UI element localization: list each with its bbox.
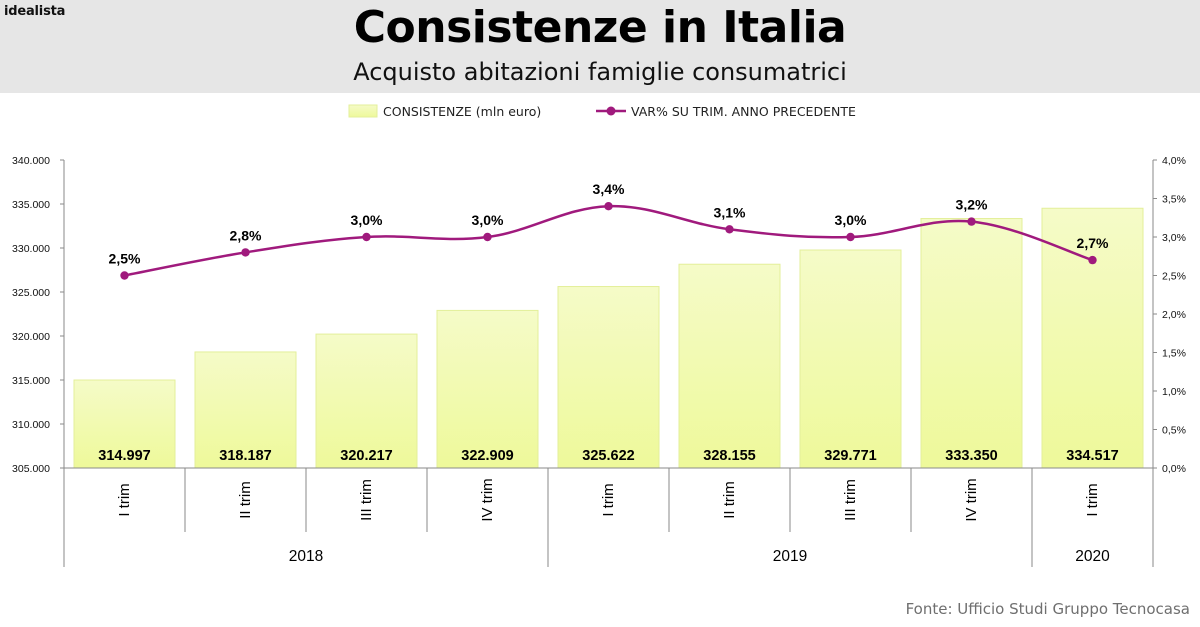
brand-logo: idealista xyxy=(4,4,66,19)
legend-bar-label: CONSISTENZE (mln euro) xyxy=(383,104,541,119)
y-tick-label: 330.000 xyxy=(12,243,50,255)
bar-data-label: 325.622 xyxy=(582,448,634,464)
bar-data-label: 314.997 xyxy=(98,448,150,464)
year-label: 2019 xyxy=(773,548,807,565)
y2-tick-label: 2,0% xyxy=(1162,309,1186,321)
y2-tick-label: 2,5% xyxy=(1162,271,1186,283)
bar xyxy=(436,309,539,469)
bar xyxy=(557,286,660,469)
bar-data-label: 328.155 xyxy=(703,448,755,464)
line-data-label: 3,4% xyxy=(593,181,625,197)
line-point xyxy=(120,271,129,280)
y2-tick-label: 4,0% xyxy=(1162,155,1186,167)
line-point xyxy=(604,202,613,211)
line-point xyxy=(483,232,492,242)
x-tick-label: III trim xyxy=(842,479,859,521)
bar-data-label: 334.517 xyxy=(1066,448,1118,464)
bar-data-label: 320.217 xyxy=(340,448,392,464)
line-data-label: 2,8% xyxy=(230,227,262,243)
line-data-label: 3,0% xyxy=(351,212,383,228)
x-tick-label: I trim xyxy=(600,483,617,516)
line-point xyxy=(846,232,855,242)
line-data-label: 3,2% xyxy=(956,197,988,213)
bar-data-label: 333.350 xyxy=(945,448,997,464)
bar-data-label: 322.909 xyxy=(461,448,513,464)
bar-data-label: 318.187 xyxy=(219,448,271,464)
chart: CONSISTENZE (mln euro) VAR% SU TRIM. ANNO… xyxy=(12,104,1186,567)
x-tick-label: I trim xyxy=(1084,483,1101,516)
legend-line-marker xyxy=(606,106,616,116)
chart-title: Consistenze in Italia xyxy=(353,2,847,53)
line-data-label: 2,5% xyxy=(109,251,141,267)
y-tick-label: 325.000 xyxy=(12,287,50,299)
y-tick-label: 310.000 xyxy=(12,419,50,431)
chart-subtitle: Acquisto abitazioni famiglie consumatric… xyxy=(353,58,847,86)
y-tick-label: 340.000 xyxy=(12,155,50,167)
x-tick-label: II trim xyxy=(721,481,738,519)
x-tick-label: III trim xyxy=(358,479,375,521)
bar-data-label: 329.771 xyxy=(824,448,876,464)
bar xyxy=(1041,207,1144,469)
bar xyxy=(73,379,176,469)
line-point xyxy=(1088,255,1097,265)
bar xyxy=(315,333,418,469)
y-tick-label: 315.000 xyxy=(12,375,50,387)
x-tick-label: IV trim xyxy=(479,478,496,521)
header-band: idealista Consistenze in Italia Acquisto… xyxy=(0,0,1200,93)
line-data-label: 3,0% xyxy=(472,212,504,228)
year-label: 2020 xyxy=(1075,548,1110,565)
legend-line-label: VAR% SU TRIM. ANNO PRECEDENTE xyxy=(631,104,856,119)
line-data-label: 3,0% xyxy=(835,212,867,228)
y2-tick-label: 3,0% xyxy=(1162,232,1186,244)
line-point xyxy=(725,225,734,234)
bar xyxy=(799,249,902,469)
x-tick-label: I trim xyxy=(116,483,133,516)
bar xyxy=(920,218,1023,469)
y-tick-label: 305.000 xyxy=(12,463,50,475)
y2-tick-label: 1,5% xyxy=(1162,348,1186,360)
y2-tick-label: 3,5% xyxy=(1162,194,1186,206)
x-tick-label: IV trim xyxy=(963,478,980,521)
x-tick-label: II trim xyxy=(237,481,254,519)
source-note: Fonte: Ufficio Studi Gruppo Tecnocasa xyxy=(905,600,1190,618)
line-point xyxy=(967,217,976,226)
year-label: 2018 xyxy=(289,548,323,565)
bar xyxy=(678,263,781,469)
y2-tick-label: 0,0% xyxy=(1162,463,1186,475)
line-data-label: 3,1% xyxy=(714,204,746,220)
y-tick-label: 335.000 xyxy=(12,199,50,211)
line-data-label: 2,7% xyxy=(1077,235,1109,251)
line-point xyxy=(241,248,250,257)
y2-tick-label: 1,0% xyxy=(1162,386,1186,398)
y-tick-label: 320.000 xyxy=(12,331,50,343)
y2-tick-label: 0,5% xyxy=(1162,425,1186,437)
line-point xyxy=(362,232,371,242)
legend-bar-swatch xyxy=(348,104,378,118)
